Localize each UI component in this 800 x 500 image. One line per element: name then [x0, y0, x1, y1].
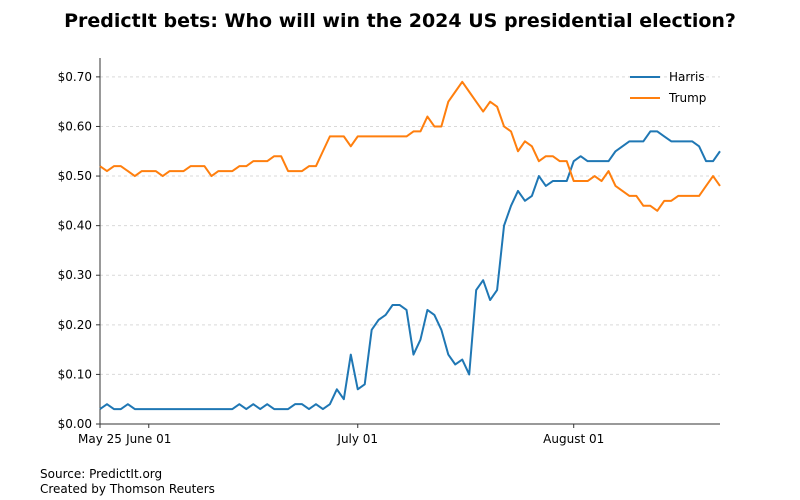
chart-title: PredictIt bets: Who will win the 2024 US… — [64, 10, 736, 32]
legend: Harris Trump — [630, 70, 706, 105]
credit-line: Created by Thomson Reuters — [40, 482, 215, 496]
y-tick-label: $0.50 — [58, 169, 92, 183]
series-lines — [99, 80, 721, 411]
y-tick-label: $0.00 — [58, 417, 92, 431]
x-tick-label: August 01 — [543, 432, 604, 446]
legend-label-trump: Trump — [668, 91, 706, 105]
y-tick-label: $0.30 — [58, 268, 92, 282]
grid-lines — [100, 76, 720, 375]
source-note: Source: PredictIt.org Created by Thomson… — [40, 467, 215, 497]
y-axis-ticks: $0.00 $0.10 $0.20 $0.30 $0.40 $0.50 $0.60 $0.70 — [58, 70, 100, 431]
x-axis-ticks: May 25 June 01 July 01 August 01 — [78, 424, 604, 446]
axes — [99, 58, 720, 425]
y-tick-label: $0.10 — [58, 367, 92, 381]
y-tick-label: $0.20 — [58, 318, 92, 332]
y-tick-label: $0.70 — [58, 70, 92, 84]
x-tick-label: June 01 — [125, 432, 171, 446]
legend-label-harris: Harris — [669, 70, 705, 84]
line-chart: $0.00 $0.10 $0.20 $0.30 $0.40 $0.50 $0.60 $0.70… — [58, 58, 721, 446]
y-tick-label: $0.40 — [58, 219, 92, 233]
source-line: Source: PredictIt.org — [40, 467, 163, 481]
series-line-trump — [99, 80, 721, 212]
y-tick-label: $0.60 — [58, 119, 92, 133]
series-line-harris — [99, 130, 721, 411]
x-tick-label: July 01 — [336, 432, 378, 446]
x-tick-label: May 25 — [78, 432, 122, 446]
